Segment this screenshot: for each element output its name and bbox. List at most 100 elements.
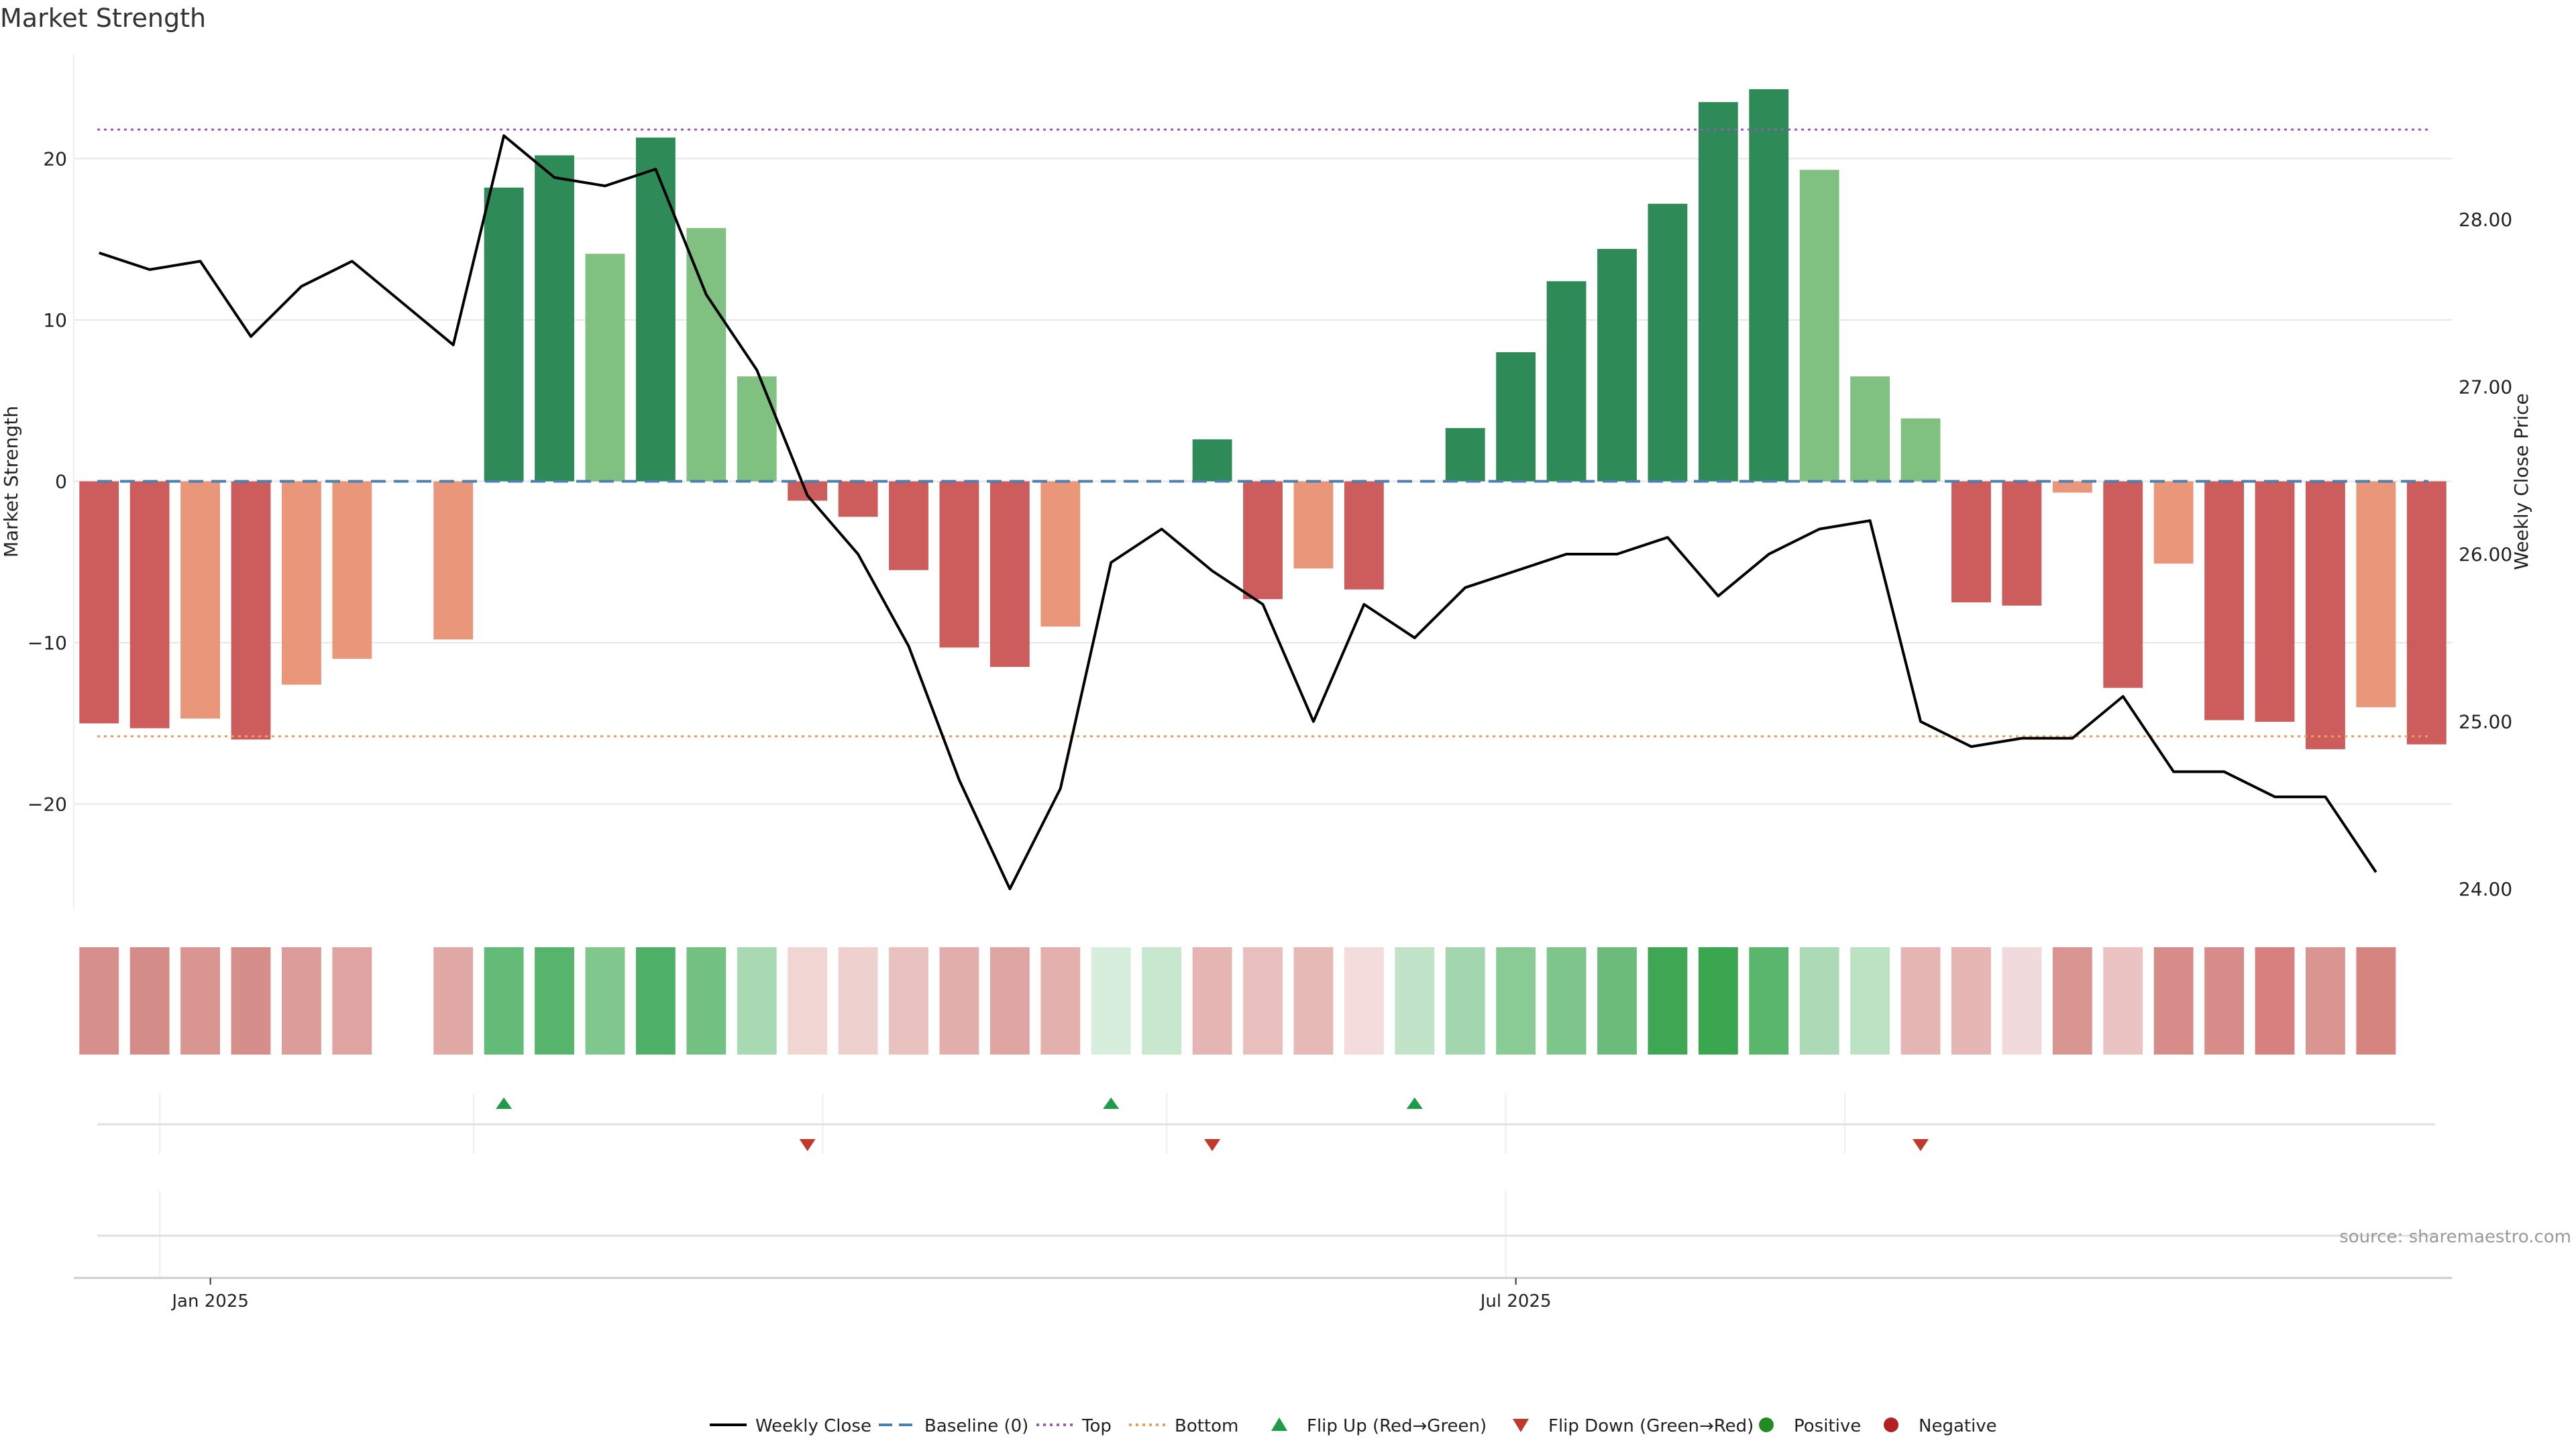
- heat-cell: [1900, 947, 1941, 1055]
- legend-item: Top: [1036, 1416, 1112, 1436]
- heat-cell: [1546, 947, 1587, 1055]
- strength-bar: [1243, 481, 1283, 600]
- legend-item: Bottom: [1129, 1416, 1238, 1436]
- heat-cell: [737, 947, 777, 1055]
- flip-up-marker: [1406, 1097, 1423, 1109]
- legend-item: Weekly Close: [710, 1416, 871, 1436]
- y2-axis-ticks: 28.00 27.00 26.00 25.00 24.00: [2459, 209, 2512, 900]
- heat-cell: [1799, 947, 1839, 1055]
- y2-tick-label: 24.00: [2459, 878, 2512, 900]
- flip-down-marker: [1913, 1139, 1929, 1151]
- strength-bar: [1951, 481, 1991, 602]
- strength-bar: [281, 481, 321, 685]
- heat-cell: [1293, 947, 1334, 1055]
- strength-bar: [1799, 170, 1839, 482]
- y-tick-label: 0: [55, 471, 67, 493]
- heat-cell: [838, 947, 878, 1055]
- strength-bar: [585, 254, 625, 482]
- strength-bar: [838, 481, 878, 517]
- strength-bar: [737, 376, 777, 482]
- heat-cell: [1698, 947, 1738, 1055]
- strength-bar: [535, 155, 574, 482]
- heat-cell: [1951, 947, 1991, 1055]
- y2-tick-label: 27.00: [2459, 376, 2512, 398]
- heat-cell: [2204, 947, 2245, 1055]
- strength-bar: [635, 138, 676, 482]
- x-tick-label: Jan 2025: [170, 1291, 249, 1311]
- heat-cell: [889, 947, 928, 1055]
- weekly-close-series: [99, 134, 2377, 891]
- bottom-panel: [74, 1191, 2452, 1279]
- heat-cell: [129, 947, 170, 1055]
- heat-cell: [281, 947, 321, 1055]
- legend-label: Baseline (0): [924, 1416, 1028, 1436]
- strength-bars: [79, 89, 2447, 749]
- weekly-close-line: [99, 134, 2377, 891]
- flip-down-marker: [799, 1139, 816, 1151]
- legend-item: Flip Up (Red→Green): [1271, 1416, 1487, 1436]
- heat-cell: [231, 947, 271, 1055]
- legend-item: Negative: [1884, 1416, 1997, 1436]
- source-note: source: sharemaestro.com: [2339, 1227, 2571, 1247]
- heat-cell: [79, 947, 119, 1055]
- heat-cell: [332, 947, 372, 1055]
- heat-cell: [1192, 947, 1232, 1055]
- heat-cell: [585, 947, 625, 1055]
- heat-cell: [535, 947, 574, 1055]
- heat-cell: [1749, 947, 1789, 1055]
- heat-cell: [1597, 947, 1637, 1055]
- strength-bar: [180, 481, 220, 719]
- legend-label: Flip Up (Red→Green): [1307, 1416, 1487, 1436]
- heat-cell: [2002, 947, 2042, 1055]
- heat-cell: [989, 947, 1030, 1055]
- strength-bar: [1900, 418, 1941, 482]
- heat-cell: [2306, 947, 2345, 1055]
- strength-bar: [2052, 481, 2092, 493]
- strength-bar: [686, 227, 727, 482]
- strength-bar: [1546, 281, 1587, 482]
- heat-cell: [2255, 947, 2295, 1055]
- strength-bar: [1698, 102, 1738, 482]
- strength-bar: [484, 187, 524, 482]
- legend-label: Flip Down (Green→Red): [1548, 1416, 1754, 1436]
- heat-cell: [433, 947, 474, 1055]
- strength-bar: [889, 481, 928, 570]
- heat-cell: [1850, 947, 1890, 1055]
- heat-cell: [1040, 947, 1081, 1055]
- y-tick-label: −10: [28, 632, 67, 654]
- heat-cell: [1344, 947, 1384, 1055]
- heat-cell: [1091, 947, 1131, 1055]
- chart-title: Market Strength: [0, 3, 206, 33]
- strength-bar: [1344, 481, 1384, 590]
- legend-swatch-circle: [1884, 1417, 1898, 1432]
- strength-bar: [1850, 376, 1890, 482]
- legend-swatch-circle: [1759, 1417, 1774, 1432]
- flip-signal-panel: [97, 1093, 2435, 1154]
- heat-cell: [1445, 947, 1485, 1055]
- strength-bar: [231, 481, 271, 740]
- strength-bar: [1597, 249, 1637, 482]
- heat-cell: [1142, 947, 1182, 1055]
- y-axis-ticks: 20 10 0 −10 −20: [28, 148, 67, 815]
- heat-cell: [2052, 947, 2092, 1055]
- flip-up-marker: [1103, 1097, 1120, 1109]
- legend-label: Weekly Close: [755, 1416, 871, 1436]
- strength-bar: [939, 481, 979, 648]
- heat-strip: [79, 947, 2396, 1055]
- legend-label: Positive: [1794, 1416, 1861, 1436]
- strength-bar: [1648, 203, 1688, 482]
- y2-tick-label: 26.00: [2459, 543, 2512, 566]
- y-tick-label: 10: [43, 309, 67, 331]
- legend-item: Baseline (0): [879, 1416, 1028, 1436]
- strength-bar: [332, 481, 372, 659]
- legend-label: Negative: [1919, 1416, 1997, 1436]
- x-tick-label: Jul 2025: [1479, 1291, 1552, 1311]
- flip-down-marker: [1204, 1139, 1221, 1151]
- strength-bar: [2002, 481, 2042, 606]
- heat-cell: [180, 947, 220, 1055]
- legend-item: Positive: [1759, 1416, 1861, 1436]
- heat-cell: [1496, 947, 1536, 1055]
- legend-swatch-triangle-down: [1513, 1419, 1529, 1432]
- heat-cell: [2356, 947, 2396, 1055]
- strength-bar: [1040, 481, 1081, 627]
